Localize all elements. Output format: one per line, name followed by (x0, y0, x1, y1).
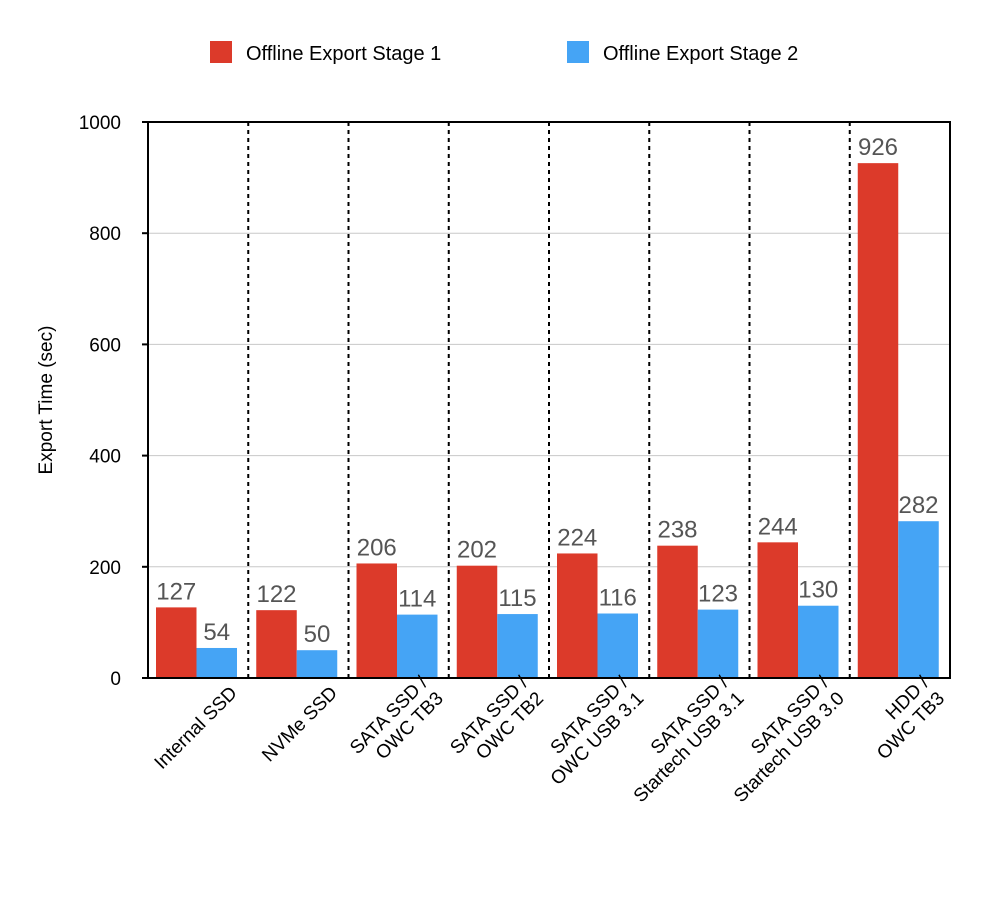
x-tick-label: SATA SSD /OWC TB2 (446, 672, 548, 774)
bar (657, 545, 698, 678)
bar (857, 163, 899, 679)
y-axis: 0 200 400 600 800 1000 (79, 113, 951, 690)
data-label: 202 (457, 537, 497, 564)
bar (397, 614, 438, 678)
legend-swatch (210, 41, 232, 63)
data-label: 122 (256, 581, 296, 608)
y-tick-label: 0 (110, 669, 121, 690)
y-tick-label: 400 (89, 447, 121, 468)
y-tick-label: 200 (89, 558, 121, 579)
bar (256, 610, 297, 678)
x-axis: Internal SSD NVMe SSD SATA SSD /OWC TB3SAT… (151, 672, 950, 807)
plot-frame (147, 121, 951, 679)
x-tick-label: SATA SSD /OWC TB3 (346, 672, 448, 774)
data-label: 115 (498, 585, 536, 612)
legend-label: Offline Export Stage 2 (603, 43, 798, 65)
data-label: 244 (758, 513, 798, 540)
bar (296, 650, 338, 678)
bar (456, 565, 498, 678)
x-tick-label: NVMe SSD (258, 683, 342, 767)
bar (356, 563, 397, 678)
bars (156, 163, 939, 679)
x-tick-label: SATA SSD /OWC USB 3.1 (531, 672, 649, 790)
x-tick-label: Internal SSD (151, 683, 242, 774)
y-tick-label: 600 (89, 335, 121, 356)
bar (196, 647, 237, 678)
bar (798, 605, 839, 678)
y-tick-label: 800 (89, 224, 121, 245)
legend: Offline Export Stage 1 Offline Export Sta… (210, 41, 798, 65)
bar (898, 521, 939, 678)
data-label: 926 (858, 134, 898, 161)
data-label: 130 (798, 577, 838, 604)
data-label: 127 (156, 578, 196, 605)
data-label: 238 (657, 517, 697, 544)
x-tick-label: HDD /OWC TB3 (858, 672, 950, 764)
y-tick-label: 1000 (79, 113, 121, 134)
data-label: 50 (304, 621, 331, 648)
data-label: 54 (203, 619, 230, 646)
data-label: 224 (557, 524, 597, 551)
bar (757, 542, 798, 678)
bar (597, 613, 638, 678)
legend-label: Offline Export Stage 1 (246, 43, 441, 65)
data-label: 282 (898, 492, 938, 519)
bar (156, 607, 197, 678)
data-label: 116 (599, 585, 637, 612)
bar (497, 614, 538, 678)
data-label: 123 (698, 581, 738, 608)
data-labels: 127 122 206 202 224 238 244 926 54 50 114 115 116 123… (156, 134, 938, 648)
data-label: 114 (398, 586, 436, 613)
bar (557, 553, 598, 678)
bar (697, 609, 739, 678)
y-axis-label: Export Time (sec) (36, 326, 57, 475)
data-label: 206 (357, 534, 397, 561)
legend-swatch (567, 41, 589, 63)
gridlines (148, 232, 950, 568)
